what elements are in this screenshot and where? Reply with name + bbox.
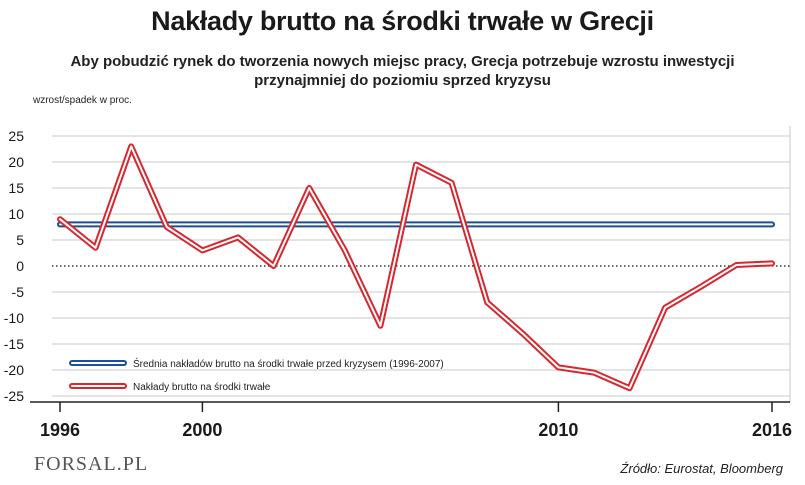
y-tick-label: 25: [8, 128, 24, 144]
data-point: [307, 186, 311, 190]
data-point: [770, 261, 774, 265]
data-point: [734, 263, 738, 267]
data-point: [94, 246, 98, 250]
legend-investment-label: Nakłady brutto na środki trwałe: [133, 382, 271, 393]
data-point: [592, 371, 596, 375]
data-point: [485, 300, 489, 304]
y-tick-label: 15: [8, 180, 24, 196]
y-tick-label: 10: [8, 206, 24, 222]
data-point: [699, 285, 703, 289]
y-tick-label: -20: [4, 362, 24, 378]
chart-title: Nakłady brutto na środki trwałe w Grecji: [151, 6, 654, 36]
data-point: [556, 365, 560, 369]
data-point: [414, 163, 418, 167]
data-point: [165, 225, 169, 229]
data-point: [129, 144, 133, 148]
chart-subtitle: Aby pobudzić rynek do tworzenia nowych m…: [0, 52, 805, 90]
x-tick-label: 1996: [40, 420, 80, 440]
source-note: Źródło: Eurostat, Bloomberg: [620, 461, 783, 476]
y-tick-label: -5: [12, 284, 25, 300]
data-point: [378, 324, 382, 328]
subtitle-line-1: Aby pobudzić rynek do tworzenia nowych m…: [70, 53, 735, 70]
data-point: [272, 264, 276, 268]
data-point: [200, 248, 204, 252]
x-tick-label: 2010: [538, 420, 578, 440]
data-point: [236, 235, 240, 239]
y-tick-label: 20: [8, 154, 24, 170]
y-tick-label: 0: [16, 258, 24, 274]
data-point: [343, 248, 347, 252]
forsal-logo: FORSAL.PL: [34, 453, 149, 475]
data-point: [663, 306, 667, 310]
y-tick-label: -25: [4, 388, 24, 404]
y-tick-label: 5: [16, 232, 24, 248]
data-point: [450, 181, 454, 185]
investment-series-line-outer: [57, 143, 775, 392]
x-tick-label: 2016: [752, 420, 792, 440]
y-tick-label: -10: [4, 310, 24, 326]
x-tick-label: 2000: [182, 420, 222, 440]
y-tick-label: -15: [4, 336, 24, 352]
data-point: [628, 386, 632, 390]
data-point: [521, 332, 525, 336]
data-point: [58, 217, 62, 221]
subtitle-line-2: przynajmniej do poziomiu sprzed kryzysu: [254, 72, 551, 89]
legend-average-label: Średnia nakładów brutto na środki trwałe…: [133, 357, 444, 370]
y-axis-label: wzrost/spadek w proc.: [32, 95, 132, 106]
investment-series-line-inner: [59, 145, 773, 390]
